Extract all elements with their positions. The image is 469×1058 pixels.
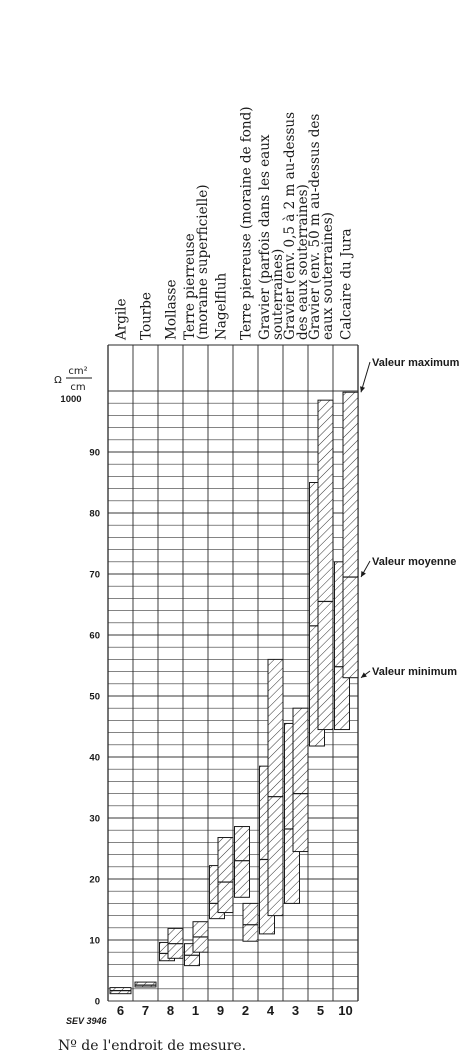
- category-label: Gravier (env. 0,5 à 2 m au-dessusdes eau…: [282, 112, 311, 340]
- category-label: Terre pierreuse (moraine de fond): [239, 106, 255, 340]
- x-axis-label: Nº de l'endroit de mesure.: [58, 1038, 246, 1054]
- annotation-min: Valeur minimum: [372, 666, 457, 678]
- range-box: [292, 707, 309, 853]
- category-label: Terre pierreuse(moraine superficielle): [182, 185, 211, 340]
- range-box: [234, 826, 250, 898]
- category-labels: Argile Tourbe Mollasse Terre pierreuse(mora…: [114, 106, 355, 1018]
- annotation-mean: Valeur moyenne: [372, 556, 456, 568]
- category-label-line: des eaux souterraines): [295, 184, 311, 340]
- annotation-max: Valeur maximum: [372, 357, 460, 369]
- range-box: [217, 837, 234, 914]
- category-label: Mollasse: [164, 280, 180, 340]
- ytick-label: 90: [89, 448, 100, 459]
- ylabel-omega: Ω: [54, 375, 62, 386]
- range-boxes: [109, 391, 359, 995]
- ylabel-numerator: cm²: [68, 366, 87, 377]
- xtick-label: 3: [292, 1003, 299, 1018]
- ytick-label: 20: [89, 875, 100, 886]
- ytick-label: 10: [89, 936, 100, 947]
- ylabel-denominator: cm: [70, 382, 85, 393]
- range-box: [267, 658, 284, 917]
- xtick-label: 4: [267, 1003, 275, 1018]
- range-box: [242, 902, 259, 942]
- xtick-label: 10: [338, 1003, 352, 1018]
- category-label-line: Gravier (env. 0,5 à 2 m au-dessus: [282, 112, 298, 340]
- figure-reference: SEV 3946: [66, 1016, 108, 1026]
- category-label-line: Terre pierreuse: [182, 233, 198, 340]
- annotation-arrowhead: [361, 571, 366, 578]
- ytick-label: 80: [89, 509, 100, 520]
- range-box: [317, 399, 334, 731]
- category-label-line: Nagelfluh: [214, 272, 230, 340]
- category-label-line: Gravier (env. 50 m au-dessus des: [307, 114, 323, 340]
- xtick-label: 1: [192, 1003, 199, 1018]
- category-label: Nagelfluh: [214, 272, 230, 340]
- ytick-label: 30: [89, 814, 100, 825]
- range-box: [134, 981, 157, 988]
- category-label-line: souterraines): [270, 249, 286, 340]
- xtick-label: 8: [167, 1003, 174, 1018]
- xtick-label: 6: [117, 1003, 124, 1018]
- axes: Ω cm² cm 1000 SEV 3946 Nº de l'endroit d…: [54, 366, 246, 1054]
- xtick-label: 2: [242, 1003, 249, 1018]
- annotations: Valeur maximum Valeur moyenne Valeur minim…: [360, 357, 460, 679]
- annotation-arrowhead: [361, 672, 367, 678]
- annotation-arrowhead: [360, 386, 366, 393]
- xtick-label: 5: [317, 1003, 324, 1018]
- category-label-line: Mollasse: [164, 280, 180, 340]
- ytick-label: 50: [89, 692, 100, 703]
- ytick-label: 0: [95, 997, 100, 1008]
- ytick-label: 70: [89, 570, 100, 581]
- category-label-line: Argile: [114, 299, 130, 341]
- range-box: [342, 391, 359, 679]
- category-label: Tourbe: [139, 292, 155, 340]
- ytick-top-label: 1000: [60, 394, 81, 405]
- category-label: Argile: [114, 299, 130, 341]
- category-label: Gravier (env. 50 m au-dessus deseaux sou…: [307, 114, 336, 340]
- ytick-label: 40: [89, 753, 100, 764]
- category-label: Gravier (parfois dans les eauxsouterrain…: [257, 134, 286, 340]
- category-label-line: Tourbe: [139, 292, 155, 340]
- category-label-line: Gravier (parfois dans les eaux: [257, 134, 273, 340]
- xtick-label: 9: [217, 1003, 224, 1018]
- category-label-line: Terre pierreuse (moraine de fond): [239, 106, 255, 340]
- category-label-line: Calcaire du Jura: [339, 228, 355, 340]
- category-label: Calcaire du Jura: [339, 228, 355, 340]
- ytick-label: 60: [89, 631, 100, 642]
- xtick-label: 7: [142, 1003, 149, 1018]
- category-label-line: eaux souterraines): [320, 212, 336, 340]
- category-label-line: (moraine superficielle): [195, 185, 211, 340]
